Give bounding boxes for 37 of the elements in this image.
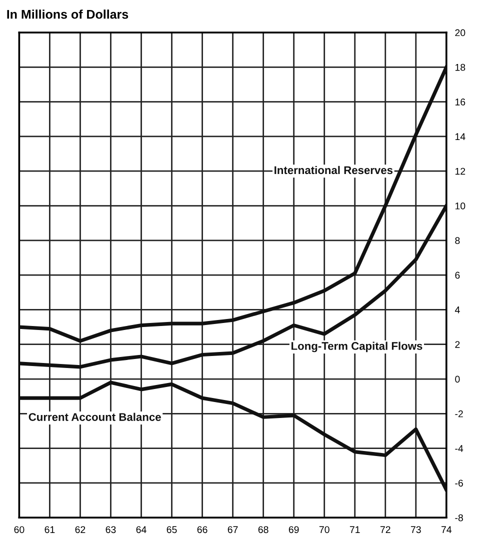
y-tick-label: 6 xyxy=(455,272,460,279)
y-tick-label: 0 xyxy=(455,376,460,383)
y-tick-label: 12 xyxy=(455,168,466,175)
x-tick-label: 62 xyxy=(75,526,86,534)
y-tick-label: 10 xyxy=(455,202,466,210)
x-tick-label: 65 xyxy=(166,526,177,534)
line-series xyxy=(19,380,446,492)
line-series xyxy=(19,204,446,369)
series-label: Current Account Balance xyxy=(28,412,161,421)
x-tick-label: 63 xyxy=(106,526,116,534)
x-tick-label: 60 xyxy=(14,526,24,534)
y-tick-label: 2 xyxy=(455,341,460,348)
x-tick-label: 73 xyxy=(410,526,421,534)
y-tick-label: 14 xyxy=(455,133,466,140)
x-tick-label: 67 xyxy=(228,526,238,534)
y-tick-label: 18 xyxy=(455,64,466,71)
y-tick-label: 4 xyxy=(454,306,460,314)
series-label: Long-Term Capital Flows xyxy=(292,342,422,352)
series-label: International Reserves xyxy=(274,166,393,174)
x-tick-label: 69 xyxy=(288,526,299,534)
x-tick-label: 68 xyxy=(258,526,268,534)
x-tick-label: 74 xyxy=(441,526,452,533)
x-tick-label: 64 xyxy=(136,526,146,534)
y-tick-label: 20 xyxy=(455,29,466,36)
x-tick-label: 70 xyxy=(319,526,330,534)
x-tick-label: 71 xyxy=(350,526,360,533)
chart-title: In Millions of Dollars xyxy=(7,10,128,19)
y-tick-label: 8 xyxy=(455,237,460,244)
y-tick-label: 16 xyxy=(455,98,466,106)
x-tick-label: 61 xyxy=(44,526,55,534)
x-tick-label: 72 xyxy=(380,526,390,533)
y-tick-label: -4 xyxy=(455,445,464,452)
y-tick-label: -6 xyxy=(455,480,463,487)
y-tick-label: -2 xyxy=(455,410,463,418)
y-tick-label: -8 xyxy=(455,514,463,522)
line-series xyxy=(19,65,446,343)
x-tick-label: 66 xyxy=(197,526,208,534)
